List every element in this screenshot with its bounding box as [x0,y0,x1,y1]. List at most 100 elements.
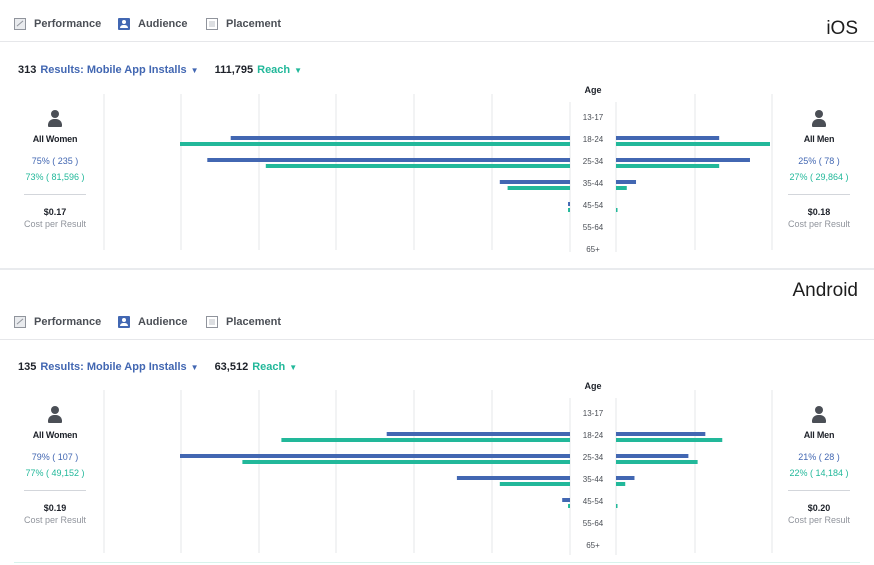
women-cost: $0.17 [43,207,67,217]
men-results-bar [616,476,635,480]
android-panel: Android Performance Audience Placement 1… [0,278,874,565]
tab-performance[interactable]: Performance [14,16,101,32]
men-cost: $0.20 [807,503,831,513]
age-label: 13-17 [582,409,604,418]
panel-divider [0,268,874,270]
performance-icon [14,316,26,328]
age-label: 65+ [586,541,600,550]
age-label: 45-54 [582,201,604,210]
women-reach-bar [568,208,570,212]
age-label: 45-54 [582,497,604,506]
men-reach-bar [616,186,627,190]
results-metric-dropdown[interactable]: Results: Mobile App Installs [40,64,187,76]
tab-audience[interactable]: Audience [118,314,188,330]
age-label: 55-64 [582,223,604,232]
divider [24,490,86,491]
women-results-bar [499,180,570,184]
person-icon [812,406,826,424]
chart-svg [103,390,773,555]
men-reach-pct: 27% ( 29,864 ) [789,172,849,182]
age-label: 13-17 [582,113,604,122]
tab-placement[interactable]: Placement [206,314,281,330]
chevron-down-icon[interactable]: ▼ [190,362,199,372]
tab-label: Performance [34,18,102,30]
reach-metric-dropdown[interactable]: Reach [252,361,286,373]
men-results-bar [616,454,689,458]
women-reach-bar [281,438,570,442]
tab-label: Audience [138,316,188,328]
cost-label: Cost per Result [23,219,87,229]
age-title: Age [584,381,602,391]
performance-icon [14,18,26,30]
chevron-down-icon[interactable]: ▼ [294,65,303,75]
women-results-bar [386,432,570,436]
men-cost: $0.18 [807,207,831,217]
men-results-bar [616,432,706,436]
men-results-pct: 25% ( 78 ) [798,156,840,166]
men-reach-bar [616,460,698,464]
women-reach-bar [568,504,570,508]
women-results-pct: 75% ( 235 ) [31,156,79,166]
women-results-bar [456,476,570,480]
women-results-bar [207,158,571,162]
chart-svg [103,94,773,252]
women-reach-bar [507,186,570,190]
women-cost: $0.19 [43,503,67,513]
bottom-divider [14,562,860,563]
men-results-pct: 21% ( 28 ) [798,452,840,462]
person-icon [812,110,826,128]
men-results-bar [616,136,720,140]
cost-label: Cost per Result [787,515,851,525]
platform-label: Android [792,280,859,301]
results-metric-dropdown[interactable]: Results: Mobile App Installs [40,361,187,373]
chevron-down-icon[interactable]: ▼ [190,65,199,75]
age-label: 25-34 [582,453,604,462]
women-label: All Women [32,430,78,440]
divider [788,194,850,195]
audience-icon [118,316,130,328]
men-summary: All Men 21% ( 28 ) 22% ( 14,184 ) $0.20 … [769,406,869,525]
women-reach-bar [499,482,570,486]
reach-count: 111,795 [214,64,254,76]
tab-bar: Performance Audience Placement [0,310,874,340]
men-reach-bar [616,482,626,486]
cost-label: Cost per Result [787,219,851,229]
placement-icon [206,316,218,328]
men-results-bar [616,180,637,184]
reach-metric-dropdown[interactable]: Reach [257,64,291,76]
women-results-pct: 79% ( 107 ) [31,452,79,462]
age-label: 18-24 [582,135,604,144]
women-results-bar [230,136,570,140]
cost-label: Cost per Result [23,515,87,525]
tab-label: Audience [138,18,188,30]
tab-audience[interactable]: Audience [118,16,188,32]
tab-label: Placement [226,316,282,328]
women-reach-pct: 73% ( 81,596 ) [25,172,85,182]
divider [788,490,850,491]
women-label: All Women [32,134,78,144]
person-icon [48,110,62,128]
age-label: 65+ [586,245,600,254]
men-label: All Men [803,134,835,144]
age-label: 18-24 [582,431,604,440]
placement-icon [206,18,218,30]
chevron-down-icon[interactable]: ▼ [289,362,298,372]
age-title: Age [584,85,602,95]
women-reach-bar [265,164,570,168]
results-count: 313 [18,64,37,76]
age-label: 35-44 [582,475,604,484]
women-results-bar [562,498,570,502]
men-reach-pct: 22% ( 14,184 ) [789,468,849,478]
ios-panel: iOS Performance Audience Placement 313 R… [0,0,874,268]
men-label: All Men [803,430,835,440]
age-label: 25-34 [582,157,604,166]
age-gender-chart: Age All Women 75% ( 235 ) 73% ( 81,596 )… [0,82,874,262]
men-reach-bar [616,142,770,146]
tab-performance[interactable]: Performance [14,314,101,330]
men-reach-bar [616,504,618,508]
men-results-bar [616,158,750,162]
reach-count: 63,512 [214,361,249,373]
tab-placement[interactable]: Placement [206,16,281,32]
tab-label: Placement [226,18,282,30]
results-summary: 135 Results: Mobile App Installs ▼ 63,51… [18,360,297,374]
